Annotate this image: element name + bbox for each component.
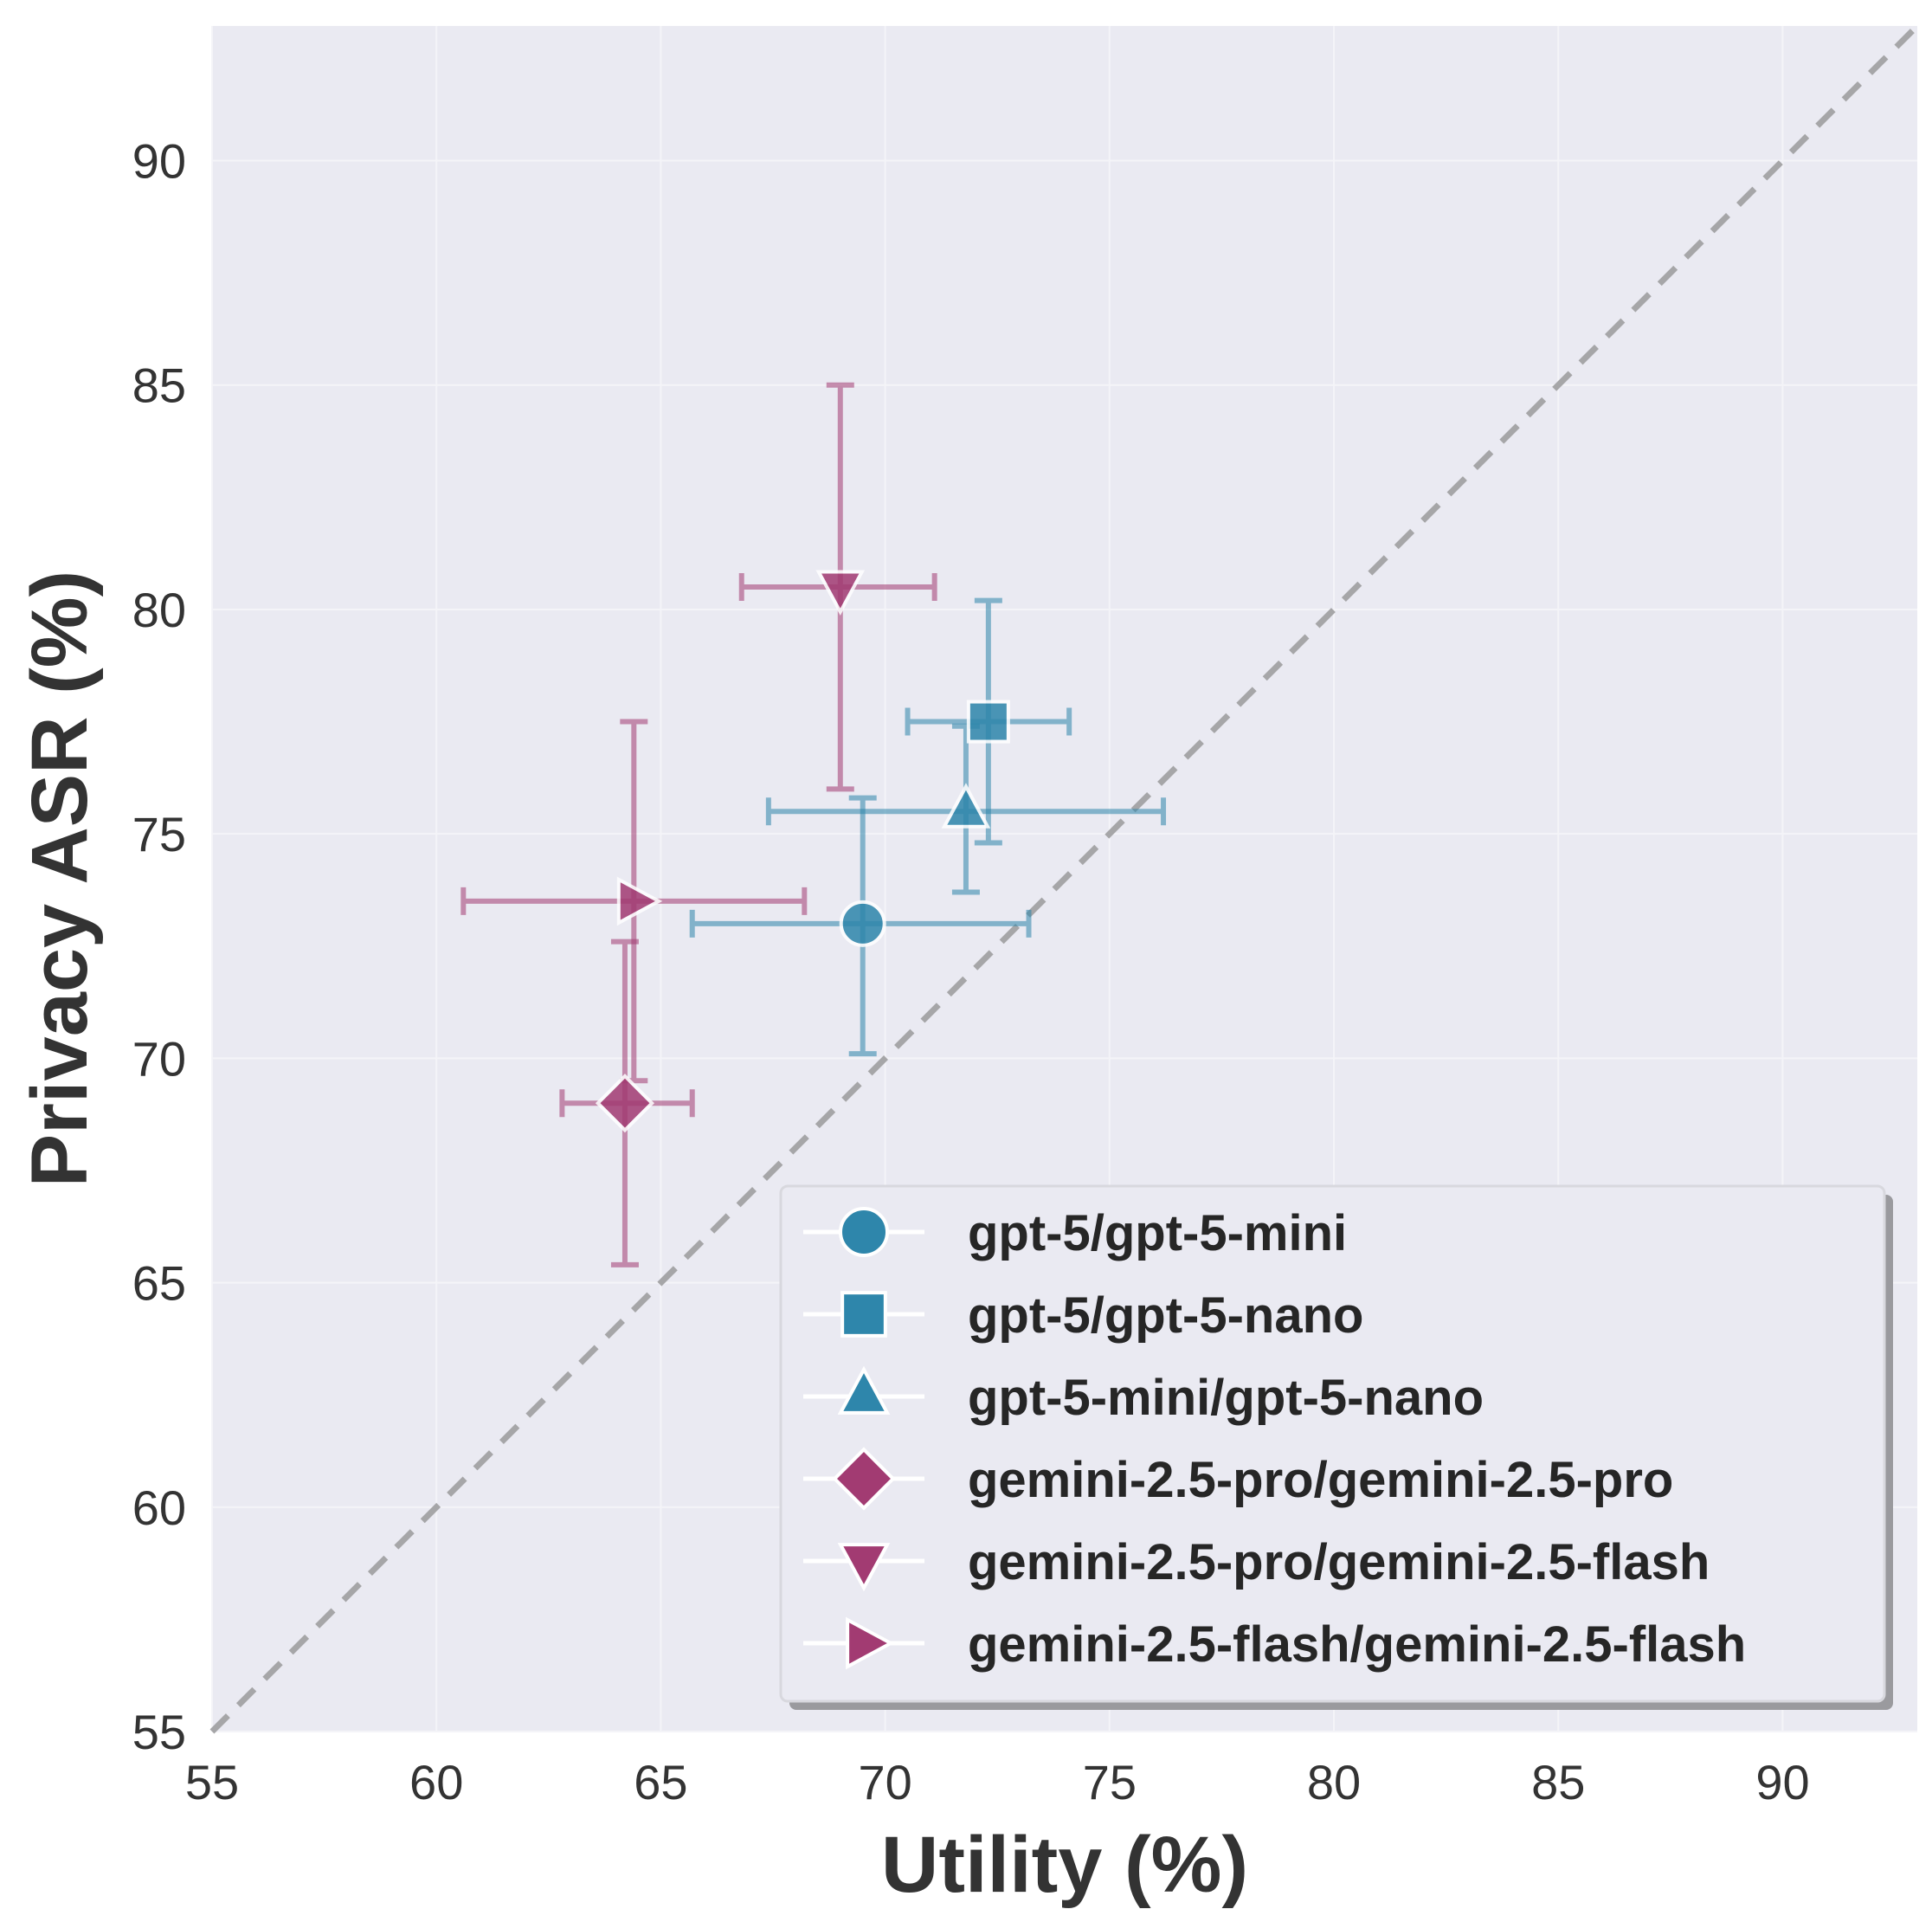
x-tick-label: 55	[185, 1755, 239, 1809]
x-tick-label: 70	[858, 1755, 911, 1809]
y-tick-label: 60	[132, 1480, 186, 1535]
legend-item: gpt-5/gpt-5-mini	[803, 1205, 1347, 1261]
x-tick-labels: 55 60 65 70 75 80 85 90	[185, 1755, 1810, 1809]
x-axis-label: Utility (%)	[881, 1821, 1248, 1909]
x-tick-label: 60	[409, 1755, 463, 1809]
x-tick-label: 65	[634, 1755, 687, 1809]
y-tick-label: 55	[132, 1705, 186, 1759]
marker-gemini-2.5-pro/gemini-2.5-flash	[815, 570, 866, 616]
marker-gpt-5/gpt-5-nano	[966, 700, 1010, 744]
legend-label: gemini-2.5-pro/gemini-2.5-pro	[968, 1452, 1673, 1508]
marker-gemini-2.5-pro/gemini-2.5-pro	[595, 1074, 655, 1133]
legend-item: gpt-5-mini/gpt-5-nano	[803, 1365, 1484, 1426]
legend-label: gpt-5-mini/gpt-5-nano	[968, 1370, 1484, 1426]
legend-label: gpt-5/gpt-5-mini	[968, 1205, 1347, 1261]
legend-marker-circle	[839, 1207, 889, 1257]
y-axis-label: Privacy ASR (%)	[16, 571, 104, 1187]
legend-label: gemini-2.5-pro/gemini-2.5-flash	[968, 1534, 1710, 1590]
marker-gemini-2.5-flash/gemini-2.5-flash	[616, 876, 663, 926]
y-tick-label: 75	[132, 807, 186, 861]
legend-marker-triangle-right	[846, 1616, 895, 1670]
legend-item: gemini-2.5-flash/gemini-2.5-flash	[803, 1616, 1746, 1673]
legend: gpt-5/gpt-5-mini gpt-5/gpt-5-nano gpt-5-mi…	[779, 1184, 1893, 1710]
legend-item: gpt-5/gpt-5-nano	[803, 1287, 1363, 1344]
y-tick-labels: 55 60 65 70 75 80 85 90	[132, 134, 186, 1759]
legend-item: gemini-2.5-pro/gemini-2.5-pro	[803, 1447, 1673, 1511]
marker-gpt-5-mini/gpt-5-nano	[941, 783, 991, 829]
y-tick-label: 90	[132, 134, 186, 189]
x-tick-label: 75	[1083, 1755, 1137, 1809]
diagonal-reference-line	[209, 23, 1920, 1734]
y-tick-label: 85	[132, 358, 186, 413]
data-markers	[595, 570, 1010, 1133]
y-tick-label: 70	[132, 1031, 186, 1086]
legend-marker-triangle-down	[837, 1543, 891, 1592]
x-tick-label: 80	[1307, 1755, 1361, 1809]
marker-gpt-5/gpt-5-mini	[839, 900, 886, 947]
legend-marker-square	[840, 1291, 887, 1338]
y-tick-label: 80	[132, 583, 186, 637]
y-tick-label: 65	[132, 1256, 186, 1311]
x-tick-label: 90	[1755, 1755, 1809, 1809]
legend-label: gemini-2.5-flash/gemini-2.5-flash	[968, 1616, 1746, 1673]
legend-marker-triangle-up	[837, 1365, 891, 1415]
legend-marker-diamond	[832, 1447, 896, 1511]
x-tick-label: 85	[1531, 1755, 1585, 1809]
legend-item: gemini-2.5-pro/gemini-2.5-flash	[803, 1534, 1710, 1592]
legend-box	[779, 1184, 1886, 1703]
legend-label: gpt-5/gpt-5-nano	[968, 1287, 1363, 1344]
